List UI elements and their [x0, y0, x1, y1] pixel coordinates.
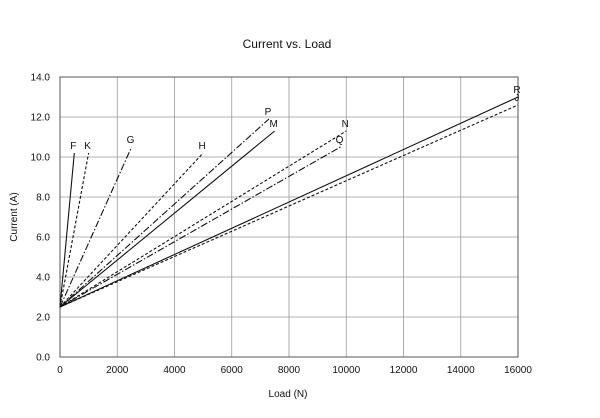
plot-frame: [59, 76, 519, 358]
x-tick-label: 6000: [221, 365, 244, 376]
series-label-j: J: [515, 93, 520, 104]
x-tick-label: 14000: [447, 365, 475, 376]
series-label-g: G: [127, 135, 135, 146]
x-tick-label: 10000: [332, 365, 360, 376]
series-label-h: H: [199, 141, 206, 152]
series-line-m: [59, 130, 276, 308]
series-labels: F K G H PM NQ RJ: [70, 85, 520, 152]
series-line-g: [59, 146, 133, 308]
series-line-p: [59, 118, 270, 308]
x-axis-label: Load (N): [269, 389, 308, 400]
y-tick-label: 14.0: [31, 73, 51, 84]
series-label-k: K: [84, 141, 91, 152]
series-label-f: F: [70, 141, 76, 152]
y-tick-label: 6.0: [36, 233, 50, 244]
grid: [59, 76, 519, 358]
x-tick-label: 4000: [163, 365, 186, 376]
series-label-q: Q: [336, 135, 344, 146]
x-tick-label: 2000: [106, 365, 129, 376]
y-tick-label: 8.0: [36, 193, 50, 204]
series-line-q: [59, 146, 341, 308]
x-tick-label: 0: [57, 365, 63, 376]
series-line-k: [59, 152, 90, 308]
x-tick-label: 16000: [504, 365, 532, 376]
series-label-p: P: [265, 107, 272, 118]
y-tick-label: 12.0: [31, 113, 51, 124]
tick-labels: 0 2000 4000 6000 8000 10000 12000 14000 16000 0.0…: [31, 73, 533, 377]
series-line-j: [59, 104, 519, 308]
y-tick-label: 0.0: [36, 353, 50, 364]
series-line-h: [59, 152, 204, 308]
series-label-n: N: [342, 119, 349, 130]
series-line-r: [59, 96, 519, 308]
y-axis-label: Current (A): [9, 192, 20, 241]
y-tick-label: 10.0: [31, 153, 51, 164]
series-label-m: M: [270, 119, 278, 130]
series-line-n: [59, 130, 347, 308]
series-line-f: [59, 152, 75, 308]
y-tick-label: 2.0: [36, 313, 50, 324]
y-tick-label: 4.0: [36, 273, 50, 284]
x-tick-label: 8000: [278, 365, 301, 376]
series-lines: [59, 96, 519, 308]
x-tick-label: 12000: [390, 365, 418, 376]
chart-title: Current vs. Load: [243, 37, 332, 51]
series-label-r: R: [513, 85, 520, 96]
